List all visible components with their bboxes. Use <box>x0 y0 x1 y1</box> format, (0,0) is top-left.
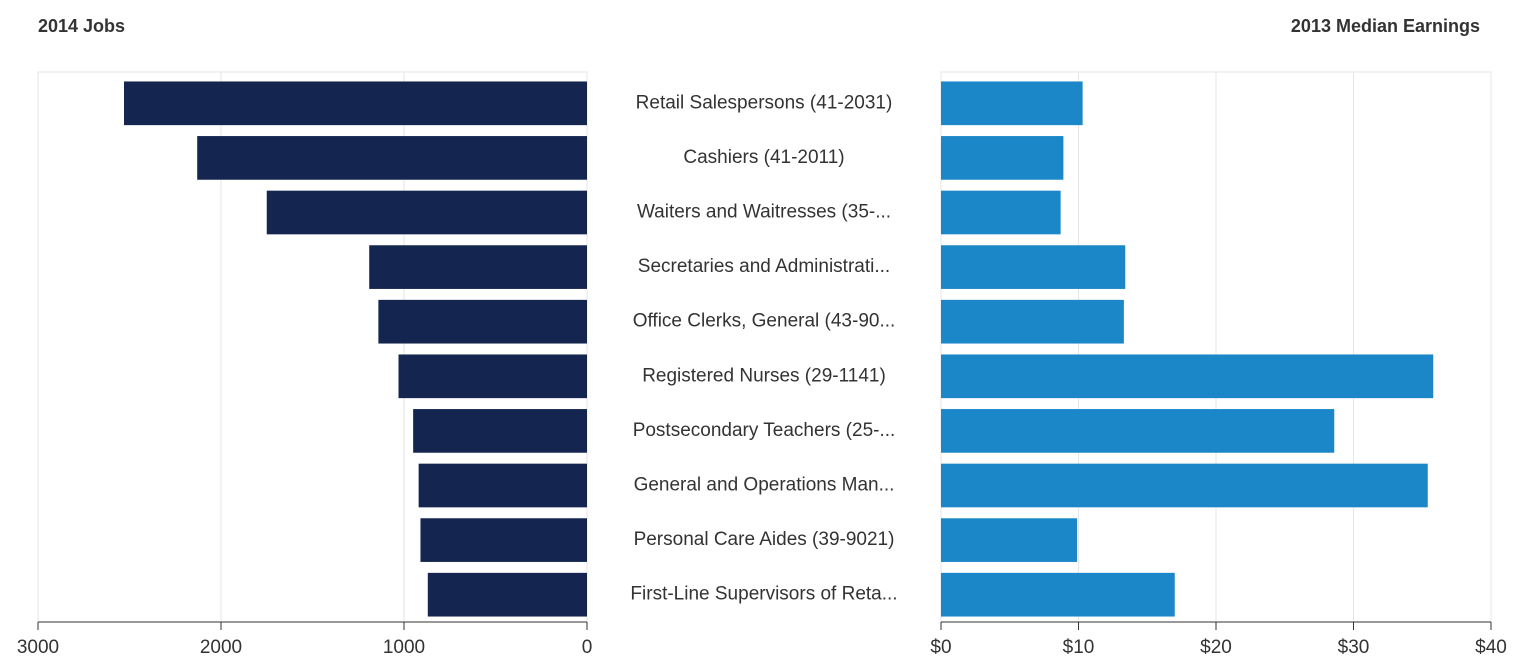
bar <box>124 81 587 126</box>
x-tick-label: $40 <box>1475 637 1507 658</box>
chart-title: 2013 Median Earnings <box>1291 16 1480 36</box>
category-label: General and Operations Man... <box>634 475 895 496</box>
bar <box>420 518 587 562</box>
bar <box>266 190 587 235</box>
x-tick-label: 2000 <box>200 637 242 658</box>
category-label: Office Clerks, General (43-90... <box>633 311 896 332</box>
x-tick-label: $10 <box>1063 637 1095 658</box>
bar <box>941 81 1083 126</box>
category-label: Cashiers (41-2011) <box>683 147 844 168</box>
bar <box>941 463 1428 508</box>
category-label: Personal Care Aides (39-9021) <box>634 529 895 550</box>
category-label: Registered Nurses (29-1141) <box>642 365 886 386</box>
x-tick-label: 1000 <box>383 637 425 658</box>
category-label: Retail Salespersons (41-2031) <box>636 92 893 113</box>
category-label: Waiters and Waitresses (35-... <box>637 202 891 223</box>
x-tick-label: $20 <box>1200 637 1232 658</box>
bar <box>418 463 587 508</box>
bar <box>378 299 587 344</box>
x-tick-label: $0 <box>930 637 951 658</box>
bar <box>941 299 1124 344</box>
bar <box>941 190 1061 235</box>
x-tick-label: $30 <box>1338 637 1370 658</box>
bar <box>197 136 587 180</box>
bar <box>941 136 1064 180</box>
category-label: Secretaries and Administrati... <box>638 256 890 277</box>
bar <box>941 354 1434 399</box>
category-label: Postsecondary Teachers (25-... <box>633 420 896 441</box>
bar <box>427 572 587 617</box>
bar <box>941 572 1175 617</box>
bar <box>941 245 1126 289</box>
bar <box>398 354 587 399</box>
bar <box>369 245 587 289</box>
bar <box>941 518 1078 562</box>
bar <box>413 409 587 453</box>
x-tick-label: 0 <box>582 637 593 658</box>
category-label: First-Line Supervisors of Reta... <box>630 584 897 605</box>
x-tick-label: 3000 <box>17 637 59 658</box>
chart-title: 2014 Jobs <box>38 16 125 36</box>
bar <box>941 409 1335 453</box>
